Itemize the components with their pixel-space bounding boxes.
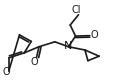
Text: O: O [90,30,98,40]
Text: N: N [64,41,73,51]
Text: O: O [31,57,39,67]
Text: Cl: Cl [71,5,81,15]
Text: O: O [2,67,10,77]
